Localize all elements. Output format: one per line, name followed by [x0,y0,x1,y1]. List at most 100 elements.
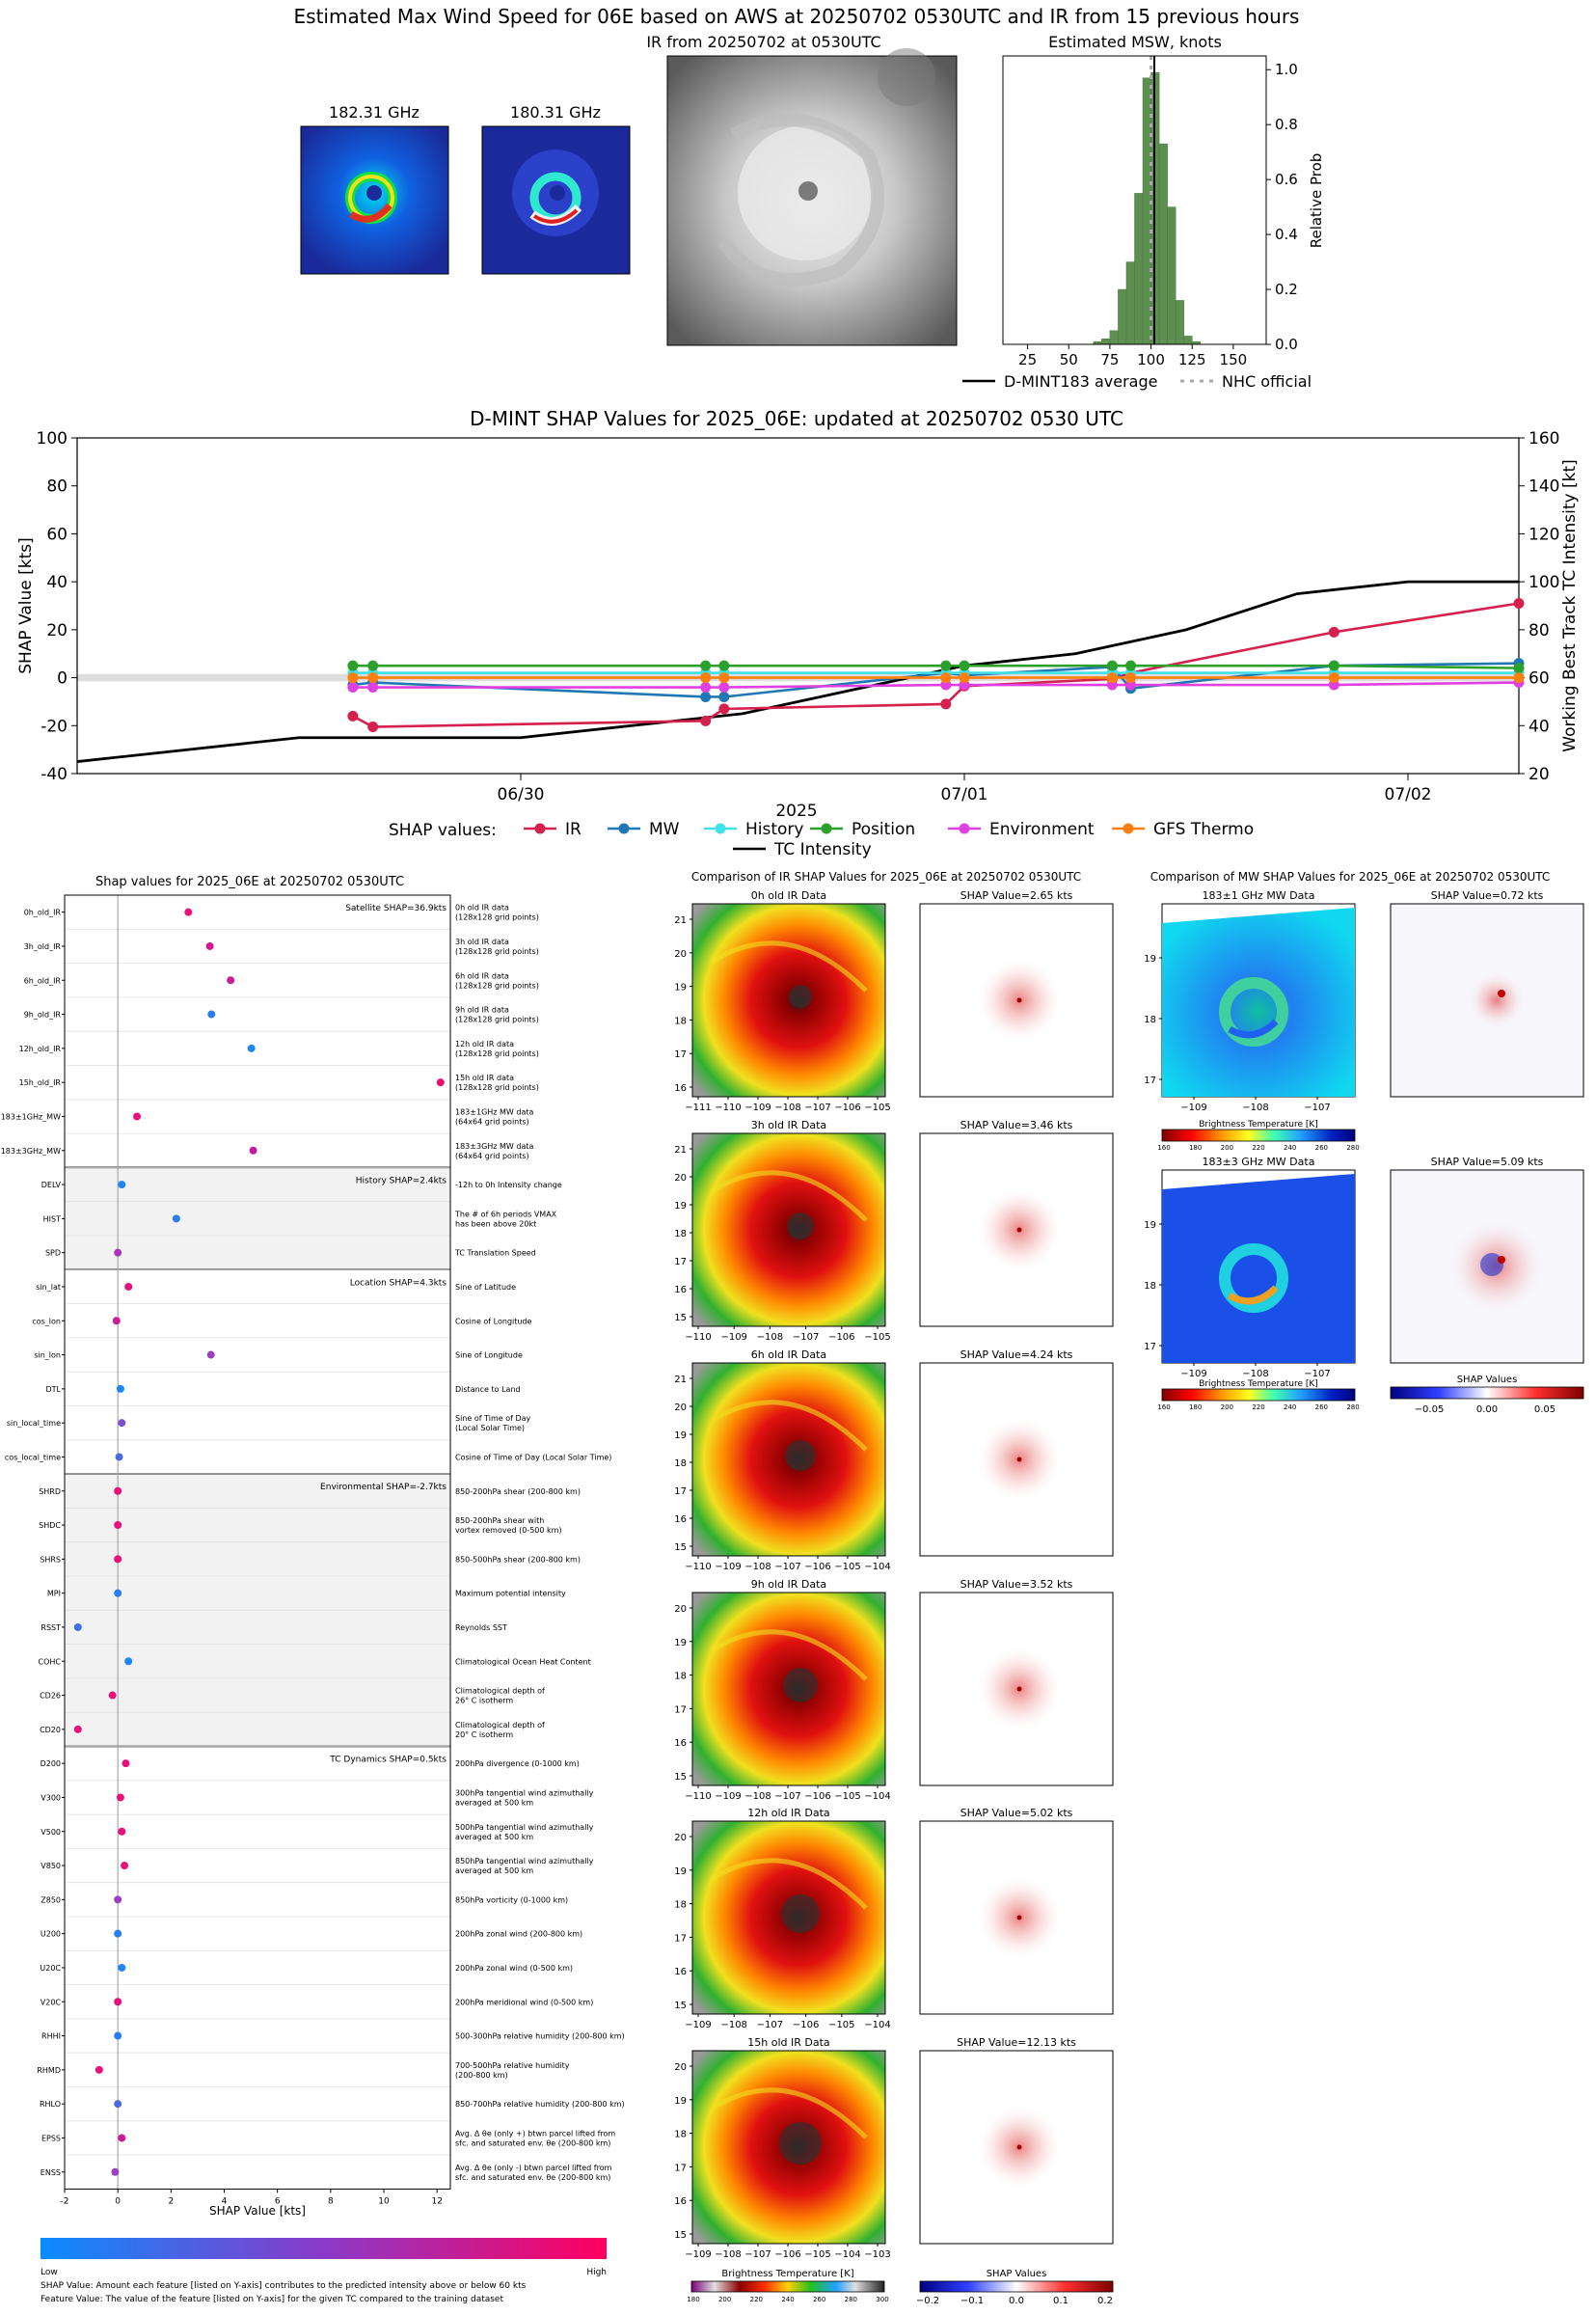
group-shade [65,1167,450,1270]
feature-dot [114,2031,122,2040]
mw-cb-tick: 200 [1221,1403,1233,1411]
feature-dot [116,1384,124,1393]
feature-colorbar-low: Low [41,2268,58,2277]
ir-xtick-label: −106 [774,2249,800,2260]
group-label: Satellite SHAP=36.9kts [345,904,446,913]
feature-dot [95,2065,103,2074]
feature-dot [207,1010,216,1019]
ir-ytick-label: 17 [674,1486,687,1497]
feature-desc: averaged at 500 km [455,1833,533,1841]
feature-dot [118,2134,126,2142]
feature-desc: 200hPa zonal wind (0-500 km) [455,1964,573,1973]
feature-desc: 200hPa meridional wind (0-500 km) [455,1998,593,2006]
mw-cb-tick: 160 [1157,1403,1170,1411]
ir-data-title: 0h old IR Data [751,889,826,902]
feature-desc: sfc. and saturated env. θe (200-800 km) [455,2173,610,2182]
ir-xtick-label: −109 [715,1791,741,1802]
ir-xtick-label: −108 [715,2249,741,2260]
ir-band [710,1170,868,1222]
hist-bar [1101,339,1111,345]
feature-desc: 850-200hPa shear (200-800 km) [455,1487,581,1496]
ir-shap-center [1016,1457,1022,1462]
feature-dot [111,2167,120,2176]
group-label: History SHAP=2.4kts [356,1176,447,1185]
series-point [718,672,730,684]
ir-xtick-label: −110 [685,1332,711,1343]
feature-name: V500 [41,1828,61,1837]
hist-ytick-label: 0.0 [1275,336,1298,353]
hist-xtick-label: 150 [1220,351,1248,368]
ir-xtick-label: −105 [834,1791,860,1802]
shap-note-1: SHAP Value: Amount each feature [listed … [41,2281,527,2291]
mw-xtick-label: −108 [1242,1103,1268,1113]
feature-desc: 500-300hPa relative humidity (200-800 km… [455,2032,625,2041]
ir-ytick-label: 16 [674,1083,687,1094]
ir-xtick-label: −107 [793,1332,819,1343]
hist-legend: D-MINT183 average NHC official [962,372,1312,391]
ir-xtick-label: −107 [774,1562,800,1572]
legend-marker [715,823,726,834]
series-point [347,710,359,722]
feature-dot [172,1214,180,1223]
feature-desc: TC Translation Speed [454,1249,536,1258]
feature-name: sin_lat [36,1283,61,1292]
ir-ytick-label: 17 [674,1257,687,1267]
ir-cb2-tick: 0.0 [1009,2296,1024,2306]
feat-xtick-label: 10 [378,2196,390,2206]
feature-desc: 850-500hPa shear (200-800 km) [455,1555,581,1564]
feature-dot [116,1793,124,1802]
feat-xlabel: SHAP Value [kts] [209,2204,306,2218]
feature-name: Z850 [41,1895,61,1904]
ir-eye [781,1894,820,1933]
ir-ytick-label: 19 [674,2096,687,2107]
ir-xtick-label: −106 [804,1562,830,1572]
ir-band [710,1400,868,1452]
ir-shap-center [1016,1227,1022,1233]
ir-shap-title: SHAP Value=4.24 kts [960,1348,1073,1361]
feature-desc: has been above 20kt [455,1219,536,1228]
mw-ytick-label: 19 [1144,954,1156,965]
series-point [718,660,730,671]
mw2-title: 180.31 GHz [510,103,601,122]
ts-ytick-right-label: 60 [1528,669,1550,689]
mw-cb-tick: 160 [1157,1144,1170,1152]
feature-name: SPD [45,1249,61,1258]
ir-data-title: 3h old IR Data [751,1119,826,1131]
feature-desc: 6h old IR data [455,971,509,980]
ir-xtick-label: −108 [774,1103,800,1113]
ir-shap-title: SHAP Value=2.65 kts [960,889,1073,902]
ir-data-image [691,1592,886,1786]
feature-desc: The # of 6h periods VMAX [454,1210,557,1218]
feature-name: SHDC [39,1521,61,1530]
feature-name: CD26 [40,1692,61,1701]
ir-ytick-label: 16 [674,1514,687,1525]
ir-ytick-label: 15 [674,2230,687,2241]
feature-desc: 850hPa vorticity (0-1000 km) [455,1895,568,1904]
mw-cb-tick: 240 [1284,1144,1296,1152]
feature-desc: Maximum potential intensity [455,1590,566,1598]
ts-ytick-right-label: 80 [1528,621,1550,640]
feature-name: V850 [41,1862,61,1870]
ts-ytick-label: 40 [46,573,68,592]
mw2-image [481,125,631,275]
ir-eye [787,1212,814,1239]
series-point [347,682,359,694]
series-point [959,672,970,684]
shap-note-2: Feature Value: The value of the feature … [41,2295,503,2304]
feature-desc: 183±3GHz MW data [455,1142,533,1151]
ir-xtick-label: −103 [864,2249,890,2260]
feature-desc: 20° C isotherm [455,1730,513,1739]
ir-ytick-label: 18 [674,2130,687,2140]
feat-xtick-label: -2 [61,2196,69,2206]
ir-xtick-label: −105 [834,1562,860,1572]
ir-ytick-label: 21 [674,915,687,926]
ir-ytick-label: 20 [674,1604,687,1615]
ir-ytick-label: 21 [674,1375,687,1385]
ir-cb1-tick: 280 [845,2296,857,2303]
ir-ytick-label: 20 [674,1173,687,1184]
ir-ytick-label: 19 [674,983,687,994]
mw-cb-tick: 260 [1315,1144,1328,1152]
feature-name: SHRS [40,1555,61,1564]
ir-xtick-label: −104 [834,2249,860,2260]
series-point [347,672,359,684]
